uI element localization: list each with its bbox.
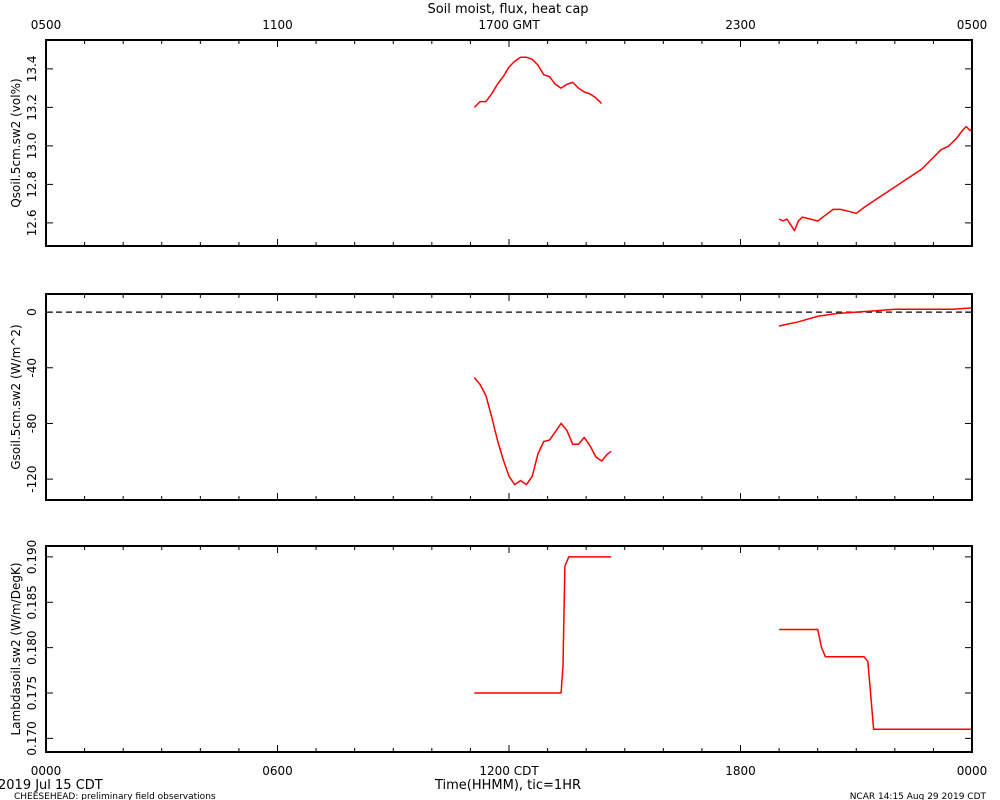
y-tick-label: 0.175 (25, 676, 39, 710)
y-tick-label: -40 (25, 358, 39, 378)
top-tick-label: 1100 (262, 18, 293, 32)
y-tick-label: 13.2 (25, 94, 39, 121)
y-tick-label: 13.0 (25, 133, 39, 160)
bottom-time-axis: 0000 0600 1200 CDT 1800 0000 (31, 764, 988, 778)
y-tick-label: 0.185 (25, 585, 39, 619)
y-tick-label: 13.4 (25, 56, 39, 83)
footer-right-note: NCAR 14:15 Aug 29 2019 CDT (850, 792, 987, 800)
bottom-tick-label: 0000 (31, 764, 62, 778)
bottom-tick-label: 1200 CDT (479, 764, 539, 778)
top-tick-label: 1700 GMT (478, 18, 540, 32)
panel-frame (45, 545, 973, 753)
panel-frame (45, 293, 973, 501)
series-line (779, 628, 972, 731)
y-axis-label: Lambdasoil.sw2 (W/m/DegK) (9, 562, 23, 735)
panel-frame (45, 39, 973, 247)
bottom-tick-label: 1800 (725, 764, 756, 778)
footer-left-note: CHEESEHEAD: preliminary field observatio… (14, 792, 216, 800)
y-tick-label: 12.6 (25, 210, 39, 237)
y-tick-label: 0 (25, 308, 39, 316)
chart-title: Soil moist, flux, heat cap (427, 2, 588, 17)
y-tick-label: -80 (25, 414, 39, 434)
y-axis-label: Gsoil.5cm.sw2 (W/m^2) (9, 324, 23, 469)
y-tick-label: 12.8 (25, 171, 39, 198)
bottom-tick-label: 0600 (262, 764, 293, 778)
series-line (473, 377, 612, 486)
y-tick-label: 0.190 (25, 540, 39, 574)
series-line (778, 307, 973, 327)
top-time-axis: 0500 1100 1700 GMT 2300 0500 (31, 18, 988, 32)
top-tick-label: 0500 (957, 18, 988, 32)
y-tick-label: -120 (25, 466, 39, 493)
date-label: 2019 Jul 15 CDT (0, 778, 103, 793)
top-tick-label: 0500 (31, 18, 62, 32)
panel-3: 0.170 0.175 0.180 0.185 0.190Lambdasoil.sw2 … (9, 540, 973, 756)
series-line (473, 56, 603, 108)
y-tick-label: 0.180 (25, 630, 39, 664)
bottom-tick-label: 0000 (957, 764, 988, 778)
series-line (778, 125, 973, 232)
y-axis-label: Qsoil.5cm.sw2 (vol%) (9, 78, 23, 207)
top-tick-label: 2300 (725, 18, 756, 32)
y-tick-label: 0.170 (25, 721, 39, 755)
series-line (474, 556, 612, 694)
x-axis-label: Time(HHMM), tic=1HR (434, 778, 581, 793)
